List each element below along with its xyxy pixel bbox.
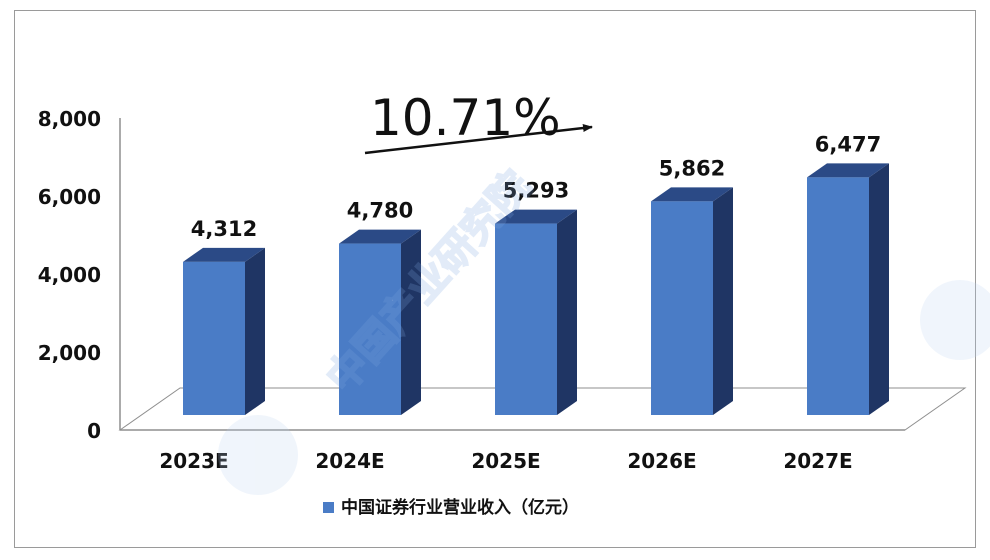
bar-value-label: 6,477 (815, 132, 881, 156)
watermark-logo-left (218, 415, 298, 495)
growth-arrow (364, 124, 593, 155)
x-tick-label: 2027E (783, 449, 852, 473)
x-axis-labels: 2023E 2024E 2025E 2026E 2027E (159, 449, 852, 473)
bar (807, 177, 869, 415)
x-tick-label: 2026E (627, 449, 696, 473)
x-tick-label: 2025E (471, 449, 540, 473)
y-axis-ticks: 0 2,000 4,000 6,000 8,000 (38, 107, 101, 443)
bar-value-label: 4,780 (347, 199, 413, 223)
bar-top (183, 247, 265, 262)
bar-side (713, 187, 733, 415)
bar-top (651, 187, 733, 202)
y-tick-label: 0 (87, 419, 101, 443)
bar (339, 243, 401, 415)
watermark-logo-right (920, 280, 990, 360)
bar-top (339, 229, 421, 244)
bar (495, 223, 557, 415)
y-tick-label: 6,000 (38, 185, 101, 209)
bar-value-label: 5,862 (659, 156, 725, 180)
bar (651, 201, 713, 415)
x-tick-label: 2023E (159, 449, 228, 473)
bars: 4,312 4,780 5,293 5,862 6,477 (183, 132, 889, 415)
bar-value-label: 5,293 (503, 179, 569, 203)
growth-annotation: 10.71% (370, 89, 561, 147)
legend-swatch (323, 502, 334, 513)
bar-side (557, 209, 577, 415)
x-tick-label: 2024E (315, 449, 384, 473)
bar-top (495, 209, 577, 224)
bar-top (807, 163, 889, 178)
bar (183, 261, 245, 415)
y-tick-label: 4,000 (38, 263, 101, 287)
bar-value-label: 4,312 (191, 217, 257, 241)
legend-label: 中国证券行业营业收入（亿元） (341, 497, 579, 518)
bar-side (245, 247, 265, 415)
bar-side (401, 229, 421, 415)
y-tick-label: 2,000 (38, 341, 101, 365)
bar-side (869, 163, 889, 415)
y-tick-label: 8,000 (38, 107, 101, 131)
